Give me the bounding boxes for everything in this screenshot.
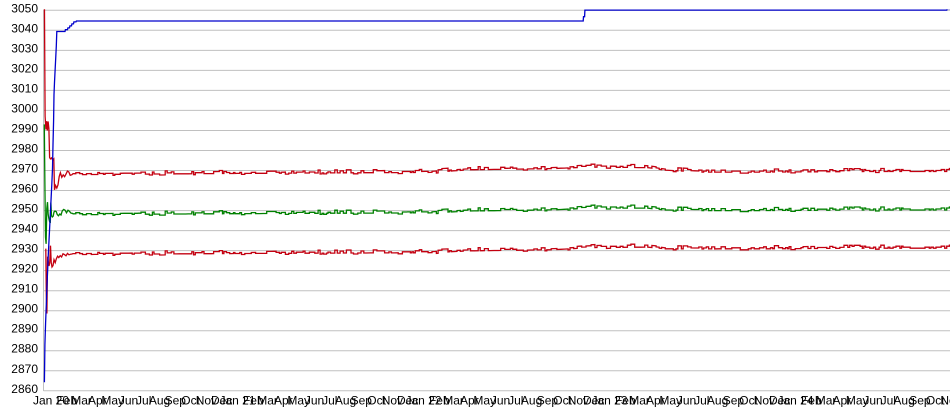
- svg-text:Jul: Jul: [508, 394, 523, 408]
- svg-text:Jun: Jun: [677, 394, 696, 408]
- svg-text:Jun: Jun: [305, 394, 324, 408]
- svg-text:3040: 3040: [11, 21, 38, 35]
- svg-text:Sep: Sep: [723, 394, 745, 408]
- svg-text:3000: 3000: [11, 101, 38, 115]
- svg-text:Jul: Jul: [881, 394, 896, 408]
- svg-text:2880: 2880: [11, 342, 38, 356]
- svg-text:3010: 3010: [11, 81, 38, 95]
- svg-text:Aug: Aug: [521, 394, 542, 408]
- svg-text:Jun: Jun: [863, 394, 882, 408]
- svg-text:Nov: Nov: [568, 394, 589, 408]
- svg-text:2870: 2870: [11, 362, 38, 376]
- svg-text:Nov: Nov: [940, 394, 950, 408]
- svg-text:2960: 2960: [11, 182, 38, 196]
- svg-text:Aug: Aug: [707, 394, 728, 408]
- svg-text:2940: 2940: [11, 222, 38, 236]
- svg-text:Mar: Mar: [629, 394, 650, 408]
- svg-text:Oct: Oct: [181, 394, 200, 408]
- svg-text:Jan 23: Jan 23: [591, 394, 627, 408]
- svg-text:2920: 2920: [11, 262, 38, 276]
- svg-text:Dec: Dec: [769, 394, 790, 408]
- svg-text:Dec: Dec: [397, 394, 418, 408]
- svg-text:May: May: [101, 394, 124, 408]
- svg-text:Jul: Jul: [694, 394, 709, 408]
- svg-text:Apr: Apr: [88, 394, 107, 408]
- svg-text:Feb: Feb: [615, 394, 636, 408]
- svg-text:Oct: Oct: [926, 394, 945, 408]
- svg-text:2950: 2950: [11, 202, 38, 216]
- svg-text:2930: 2930: [11, 242, 38, 256]
- svg-text:Oct: Oct: [553, 394, 572, 408]
- svg-text:May: May: [846, 394, 869, 408]
- svg-text:Feb: Feb: [56, 394, 77, 408]
- svg-text:Mar: Mar: [443, 394, 464, 408]
- svg-text:Jun: Jun: [491, 394, 510, 408]
- svg-text:Jun: Jun: [119, 394, 138, 408]
- svg-text:2890: 2890: [11, 322, 38, 336]
- svg-text:Sep: Sep: [351, 394, 373, 408]
- svg-text:Feb: Feb: [429, 394, 450, 408]
- svg-text:Dec: Dec: [211, 394, 232, 408]
- svg-text:Mar: Mar: [816, 394, 837, 408]
- svg-text:May: May: [473, 394, 496, 408]
- svg-text:Dec: Dec: [583, 394, 604, 408]
- svg-text:2860: 2860: [11, 382, 38, 396]
- svg-text:3050: 3050: [11, 1, 38, 15]
- svg-text:Oct: Oct: [739, 394, 758, 408]
- svg-text:Jan 21: Jan 21: [219, 394, 255, 408]
- svg-text:Apr: Apr: [274, 394, 293, 408]
- svg-text:Apr: Apr: [833, 394, 852, 408]
- svg-text:Jul: Jul: [136, 394, 151, 408]
- svg-text:Aug: Aug: [335, 394, 356, 408]
- svg-text:Oct: Oct: [367, 394, 386, 408]
- svg-text:Nov: Nov: [754, 394, 775, 408]
- svg-text:2990: 2990: [11, 122, 38, 136]
- svg-text:Jan 20: Jan 20: [33, 394, 69, 408]
- svg-text:Sep: Sep: [537, 394, 559, 408]
- svg-text:Aug: Aug: [149, 394, 170, 408]
- svg-text:Nov: Nov: [196, 394, 217, 408]
- svg-text:Jul: Jul: [322, 394, 337, 408]
- svg-text:Feb: Feb: [801, 394, 822, 408]
- svg-text:Sep: Sep: [165, 394, 187, 408]
- svg-text:May: May: [287, 394, 310, 408]
- svg-text:Feb: Feb: [243, 394, 264, 408]
- svg-text:Jan 24: Jan 24: [777, 394, 813, 408]
- svg-text:Mar: Mar: [257, 394, 278, 408]
- svg-text:Nov: Nov: [382, 394, 403, 408]
- svg-text:Apr: Apr: [460, 394, 479, 408]
- svg-text:Sep: Sep: [909, 394, 931, 408]
- svg-text:2980: 2980: [11, 142, 38, 156]
- svg-text:2910: 2910: [11, 282, 38, 296]
- svg-text:3020: 3020: [11, 61, 38, 75]
- svg-text:Aug: Aug: [893, 394, 914, 408]
- svg-text:Jan 22: Jan 22: [405, 394, 441, 408]
- svg-text:Apr: Apr: [646, 394, 665, 408]
- svg-text:May: May: [659, 394, 682, 408]
- svg-text:Mar: Mar: [71, 394, 92, 408]
- svg-text:2900: 2900: [11, 302, 38, 316]
- svg-text:2970: 2970: [11, 162, 38, 176]
- svg-text:3030: 3030: [11, 41, 38, 55]
